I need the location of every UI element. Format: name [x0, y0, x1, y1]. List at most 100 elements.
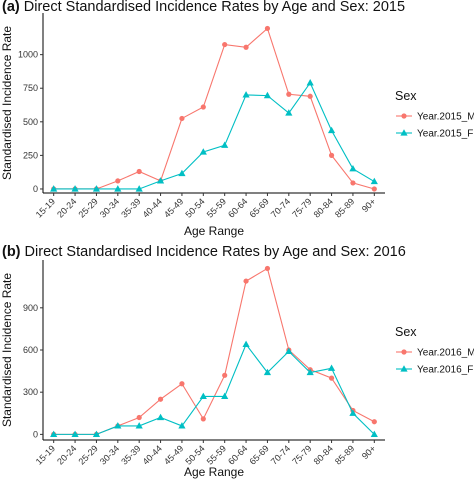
legend: Sex Year.2016_M Year.2016_F — [395, 325, 474, 376]
y-tick-label: 1000 — [18, 50, 38, 60]
series-line — [53, 267, 375, 435]
series-line — [53, 81, 375, 190]
data-point — [179, 381, 185, 387]
x-axis-title: Age Range — [184, 224, 244, 238]
x-tick-label: 20-24 — [55, 196, 78, 219]
y-tick-label: 750 — [23, 83, 38, 93]
data-point — [264, 265, 271, 272]
legend-title: Sex — [395, 89, 417, 103]
legend-item: Year.2015_M — [396, 112, 474, 123]
x-axis-title: Age Range — [184, 465, 244, 479]
data-point — [264, 25, 271, 32]
data-point — [306, 79, 314, 86]
data-point — [371, 419, 377, 425]
legend-item: Year.2016_M — [396, 348, 474, 359]
data-point — [221, 392, 229, 400]
y-tick-label: 0 — [33, 184, 38, 194]
y-tick-label: 250 — [23, 150, 38, 160]
x-tick-label: 25-29 — [76, 443, 99, 466]
chart-title: (b) Direct Standardised Incidence Rates … — [2, 244, 406, 260]
legend-marker — [400, 365, 408, 372]
data-point — [92, 185, 101, 192]
legend-label: Year.2016_F — [417, 365, 473, 376]
title-text: Direct Standardised Incidence Rates by A… — [21, 244, 406, 260]
x-tick-label: 55-59 — [205, 196, 228, 219]
data-point — [114, 185, 122, 192]
x-tick-label: 15-19 — [34, 443, 57, 466]
data-point — [371, 186, 377, 192]
x-tick-label: 65-69 — [247, 443, 270, 466]
legend: Sex Year.2015_M Year.2015_F — [395, 89, 474, 140]
y-tick-label: 500 — [23, 117, 38, 127]
data-point — [327, 364, 336, 371]
data-point — [285, 109, 293, 116]
data-point — [115, 178, 121, 184]
data-point — [156, 413, 165, 421]
data-point — [136, 168, 142, 175]
legend-title: Sex — [395, 325, 417, 339]
data-point — [178, 169, 186, 177]
data-point — [349, 409, 357, 416]
x-tick-label: 85-89 — [333, 443, 356, 466]
x-tick-label: 50-54 — [183, 196, 206, 219]
series-line — [53, 27, 375, 190]
x-tick-label: 75-79 — [290, 196, 313, 219]
x-tick-label: 40-44 — [141, 443, 164, 466]
series-line — [53, 343, 375, 435]
data-point — [370, 430, 378, 437]
x-tick-label: 55-59 — [205, 443, 228, 466]
x-tick-label: 85-89 — [333, 196, 356, 219]
data-point — [50, 185, 58, 192]
series-1 — [51, 25, 377, 192]
data-point — [135, 422, 143, 429]
data-point — [286, 91, 292, 97]
data-point — [285, 347, 293, 355]
x-tick-label: 70-74 — [269, 196, 292, 219]
y-tick-label: 900 — [23, 303, 38, 313]
x-tick-label: 80-84 — [312, 443, 335, 466]
data-point — [243, 278, 249, 284]
legend-marker — [401, 349, 407, 355]
data-point — [221, 141, 229, 148]
x-tick-label: 20-24 — [55, 443, 78, 466]
chart-title: (a) Direct Standardised Incidence Rates … — [2, 0, 405, 15]
legend-marker — [400, 129, 408, 136]
data-point — [199, 392, 207, 400]
x-tick-label: 60-64 — [226, 443, 249, 466]
data-point — [307, 93, 313, 99]
y-axis-title: Standardised Incidence Rate — [0, 273, 14, 427]
data-point — [157, 396, 164, 402]
x-tick-label: 60-64 — [226, 196, 249, 219]
x-tick-label: 50-54 — [183, 443, 206, 466]
data-point — [71, 185, 79, 192]
data-point — [156, 177, 165, 184]
x-tick-label: 65-69 — [247, 196, 270, 219]
x-tick-label: 35-39 — [119, 196, 142, 219]
data-point — [328, 375, 335, 381]
y-axis-title: Standardised Incidence Rate — [0, 26, 14, 180]
title-text: Direct Standardised Incidence Rates by A… — [20, 0, 405, 15]
data-point — [243, 44, 249, 50]
panel-label: (a) — [2, 0, 20, 15]
x-tick-label: 15-19 — [34, 196, 57, 219]
data-point — [350, 180, 356, 186]
series-2 — [50, 79, 378, 192]
chart-panel-2: (b) Direct Standardised Incidence Rates … — [0, 244, 474, 479]
data-point — [136, 414, 142, 421]
x-tick-label: 90+ — [360, 196, 378, 214]
y-tick-label: 0 — [33, 429, 38, 439]
x-tick-label: 25-29 — [76, 196, 99, 219]
legend-marker — [401, 113, 407, 119]
data-point — [263, 91, 272, 99]
x-tick-label: 40-44 — [141, 196, 164, 219]
data-point — [135, 185, 143, 192]
y-tick-label: 600 — [23, 345, 38, 355]
data-point — [349, 165, 357, 172]
x-tick-label: 80-84 — [312, 196, 335, 219]
data-point — [114, 422, 122, 429]
legend-item: Year.2015_F — [396, 129, 473, 140]
x-tick-label: 70-74 — [269, 443, 292, 466]
data-point — [242, 340, 250, 347]
x-tick-label: 75-79 — [290, 443, 313, 466]
data-point — [71, 430, 79, 437]
